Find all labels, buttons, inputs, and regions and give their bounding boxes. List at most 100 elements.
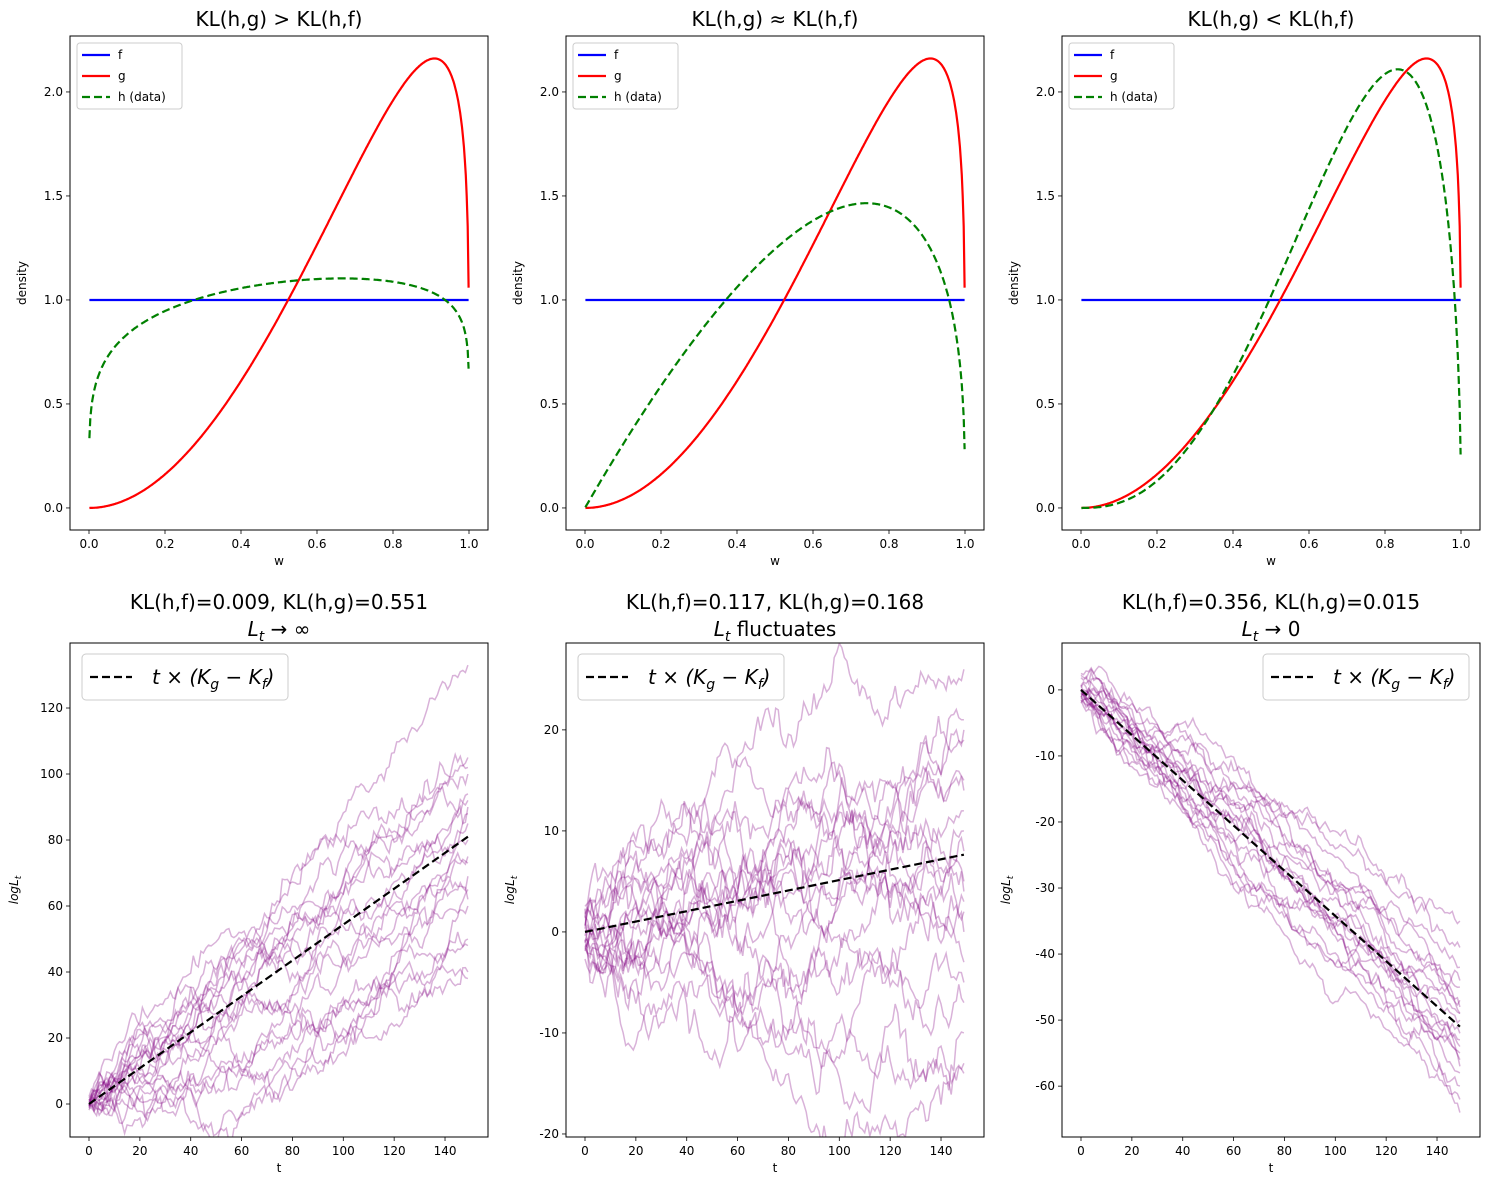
y-tick-label: 1.0 <box>540 293 559 307</box>
x-tick-label: 0.6 <box>1299 537 1318 551</box>
simulated-path <box>88 800 469 1109</box>
x-axis-label: t <box>773 1161 778 1175</box>
x-tick-label: 1.0 <box>1451 537 1470 551</box>
x-tick-label: 80 <box>285 1144 300 1158</box>
y-tick-label: -10 <box>539 1026 559 1040</box>
simulated-path <box>584 715 965 974</box>
simulated-path <box>88 966 469 1107</box>
simulated-path <box>584 742 965 938</box>
legend-label: t × (Kg − Kf) <box>152 665 274 693</box>
subtitle-text: → ∞ <box>264 617 310 641</box>
subplot-1: KL(h,g) > KL(h,f) 0.0 0.2 0.4 0.6 0.8 1.0 0.0 0.… <box>15 7 489 568</box>
simulated-path <box>1080 669 1461 1041</box>
legend: t × (Kg − Kf) <box>1262 653 1470 701</box>
y-tick-label: 10 <box>544 824 559 838</box>
y-tick-label: 2.0 <box>1036 85 1055 99</box>
axes-frame <box>69 642 489 1138</box>
legend-text: ) <box>265 665 275 689</box>
series-line-g <box>585 57 966 510</box>
subplot-title: KL(h,g) ≈ KL(h,f) <box>691 7 858 31</box>
y-axis-label-main: logL <box>503 879 517 904</box>
y-axis-label: density <box>1007 261 1021 305</box>
legend-label: h (data) <box>118 90 166 104</box>
x-tick-label: 120 <box>879 1144 902 1158</box>
legend-box <box>577 653 785 701</box>
x-tick-label: 60 <box>730 1144 745 1158</box>
simulated-path <box>1080 676 1461 925</box>
y-tick-label: 0.5 <box>1036 397 1055 411</box>
y-axis-label: density <box>15 261 29 305</box>
subtitle-symbol: L <box>1242 617 1253 641</box>
legend-box <box>81 653 289 701</box>
y-tick-label: 0.5 <box>540 397 559 411</box>
y-tick-label: 1.5 <box>540 189 559 203</box>
subtitle-subscript: t <box>1253 629 1259 645</box>
plot-area <box>584 643 965 1137</box>
legend-subscript: f <box>758 677 765 693</box>
simulated-path <box>584 853 965 1000</box>
y-tick-label: 120 <box>40 701 63 715</box>
x-tick-label: 0.8 <box>879 537 898 551</box>
simulated-path <box>1080 684 1461 1087</box>
x-tick-label: 0.2 <box>651 537 670 551</box>
legend-box <box>1068 42 1175 110</box>
simulated-path <box>1080 679 1461 1074</box>
x-tick-label: 120 <box>1375 1144 1398 1158</box>
x-axis-label: t <box>277 1161 282 1175</box>
subplot-5: KL(h,f)=0.117, KL(h,g)=0.168 Lt fluctuate… <box>503 590 985 1175</box>
simulated-path <box>584 729 965 972</box>
y-tick-label: 0.5 <box>44 397 63 411</box>
legend-text: ) <box>1446 665 1456 689</box>
subtitle-text: → 0 <box>1258 617 1300 641</box>
simulated-path <box>88 785 469 1111</box>
legend: t × (Kg − Kf) <box>577 653 785 701</box>
y-axis-label: density <box>511 261 525 305</box>
x-tick-label: 100 <box>828 1144 851 1158</box>
x-tick-label: 20 <box>1124 1144 1139 1158</box>
x-tick-label: 0 <box>1077 1144 1085 1158</box>
axes-frame <box>1061 35 1481 531</box>
simulated-path <box>1080 665 1461 1054</box>
simulated-path <box>1080 690 1461 1061</box>
x-tick-label: 60 <box>1226 1144 1241 1158</box>
y-tick-label: 60 <box>48 899 63 913</box>
simulated-path <box>1080 691 1461 1034</box>
legend-box <box>572 42 679 110</box>
y-tick-label: 0 <box>1047 683 1055 697</box>
simulated-path <box>88 804 469 1104</box>
subtitle-symbol: L <box>248 617 259 641</box>
subplot-subtitle: Lt → ∞ <box>248 617 311 645</box>
legend-subscript: g <box>706 677 715 693</box>
axes-frame <box>565 642 985 1138</box>
y-axis-label-sub: t <box>510 875 520 879</box>
simulated-path <box>88 839 469 1123</box>
simulated-path <box>584 810 965 963</box>
x-axis-label: w <box>770 554 780 568</box>
y-axis-label-main: logL <box>7 879 21 904</box>
simulated-path <box>88 889 469 1137</box>
x-tick-label: 40 <box>679 1144 694 1158</box>
simulated-path <box>1080 696 1460 988</box>
x-tick-label: 0.2 <box>1147 537 1166 551</box>
simulated-path <box>584 916 965 1137</box>
x-tick-label: 0.6 <box>803 537 822 551</box>
simulated-path <box>88 876 469 1099</box>
legend-label: h (data) <box>614 90 662 104</box>
simulated-path <box>584 643 965 949</box>
legend-box <box>1262 653 1470 701</box>
simulated-path <box>1080 700 1461 1067</box>
y-tick-label: 1.0 <box>44 293 63 307</box>
subplot-3: KL(h,g) < KL(h,f) 0.0 0.2 0.4 0.6 0.8 1.0 0.0 0.… <box>1007 7 1481 568</box>
trend-line <box>1080 689 1461 1028</box>
subplot-6: KL(h,f)=0.356, KL(h,g)=0.015 Lt → 0 0 20 40 6… <box>999 590 1481 1175</box>
legend-subscript: g <box>1391 677 1400 693</box>
simulated-path <box>584 849 965 947</box>
x-axis-label: t <box>1269 1161 1274 1175</box>
subplot-subtitle: Lt → 0 <box>1242 617 1301 645</box>
simulated-path <box>88 905 469 1137</box>
legend: fg h (data) <box>76 42 183 110</box>
series-line-g <box>89 57 470 510</box>
legend-label: f <box>1110 48 1115 62</box>
subplot-title: KL(h,g) < KL(h,f) <box>1187 7 1354 31</box>
